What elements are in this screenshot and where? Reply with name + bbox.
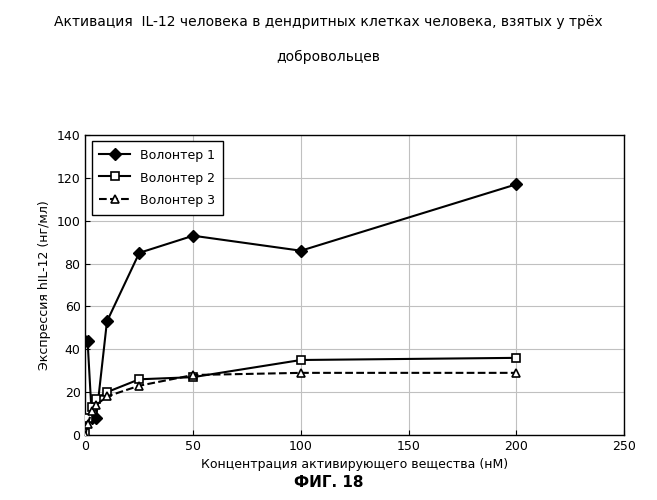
- Line: Волонтер 1: Волонтер 1: [81, 180, 520, 422]
- Волонтер 3: [92, 402, 100, 408]
- Legend: Волонтер 1, Волонтер 2, Волонтер 3: Волонтер 1, Волонтер 2, Волонтер 3: [92, 141, 223, 214]
- Text: добровольцев: добровольцев: [277, 50, 380, 64]
- X-axis label: Концентрация активирующего вещества (нМ): Концентрация активирующего вещества (нМ): [201, 458, 509, 471]
- Line: Волонтер 3: Волонтер 3: [81, 368, 520, 439]
- Волонтер 1: [135, 250, 143, 256]
- Волонтер 3: [83, 422, 91, 428]
- Волонтер 1: [81, 338, 89, 344]
- Волонтер 2: [81, 430, 89, 436]
- Волонтер 1: [189, 232, 197, 238]
- Text: Активация  IL-12 человека в дендритных клетках человека, взятых у трёх: Активация IL-12 человека в дендритных кл…: [54, 15, 603, 29]
- Text: ФИГ. 18: ФИГ. 18: [294, 475, 363, 490]
- Волонтер 2: [92, 396, 100, 402]
- Y-axis label: Экспрессия hIL-12 (нг/мл): Экспрессия hIL-12 (нг/мл): [38, 200, 51, 370]
- Line: Волонтер 2: Волонтер 2: [81, 354, 520, 437]
- Волонтер 1: [88, 415, 96, 421]
- Волонтер 1: [297, 248, 305, 254]
- Волонтер 1: [512, 182, 520, 188]
- Волонтер 2: [88, 404, 96, 410]
- Волонтер 1: [103, 318, 111, 324]
- Волонтер 2: [512, 355, 520, 361]
- Волонтер 3: [135, 382, 143, 388]
- Волонтер 2: [189, 374, 197, 380]
- Волонтер 2: [103, 389, 111, 395]
- Волонтер 2: [297, 357, 305, 363]
- Волонтер 2: [83, 415, 91, 421]
- Волонтер 1: [92, 415, 100, 421]
- Волонтер 2: [135, 376, 143, 382]
- Волонтер 3: [189, 372, 197, 378]
- Волонтер 3: [81, 432, 89, 438]
- Волонтер 1: [83, 338, 91, 344]
- Волонтер 3: [103, 394, 111, 400]
- Волонтер 3: [512, 370, 520, 376]
- Волонтер 3: [297, 370, 305, 376]
- Волонтер 3: [88, 408, 96, 414]
